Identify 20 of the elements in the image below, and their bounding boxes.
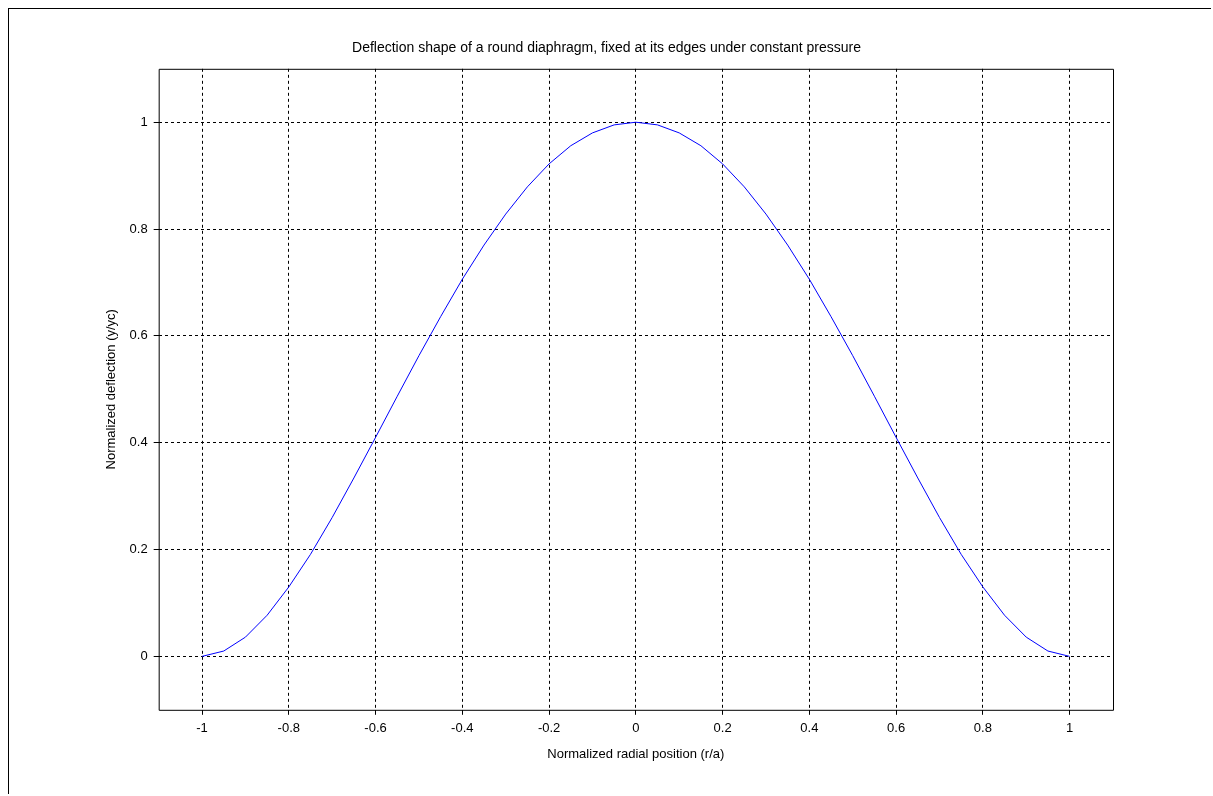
x-tick-label: -0.6 [364, 720, 387, 736]
y-tick-label: 0 [140, 647, 148, 663]
y-tick-label: 0.8 [129, 220, 148, 236]
y-tick-label: 0.4 [129, 434, 148, 450]
x-tick-label: 0.8 [973, 720, 992, 736]
x-tick-label: 0.6 [887, 720, 906, 736]
x-tick-label: 1 [1066, 720, 1074, 736]
y-tick-label: 0.2 [129, 541, 148, 557]
chart-title: Deflection shape of a round diaphragm, fixed at its edges under constant pressure [352, 39, 862, 56]
x-axis-title: Normalized radial position (r/a) [547, 745, 725, 761]
y-tick-label: 1 [140, 113, 148, 129]
y-axis-title: Normalized deflection (y/yc) [103, 309, 119, 470]
x-tick-label: 0.4 [800, 720, 819, 736]
y-tick-label: 0.6 [129, 327, 148, 343]
x-tick-label: -0.2 [537, 720, 561, 736]
x-tick-label: -0.8 [277, 720, 301, 736]
x-tick-label: -0.4 [451, 720, 474, 736]
x-tick-label: 0.2 [713, 720, 732, 736]
x-tick-label: -1 [196, 720, 208, 736]
x-tick-label: 0 [632, 720, 640, 736]
